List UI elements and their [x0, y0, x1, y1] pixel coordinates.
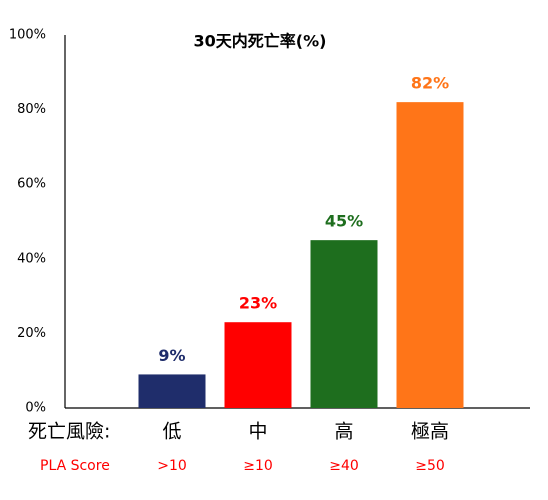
value-label: 9% — [158, 346, 185, 365]
score-tick-label: ≥10 — [243, 458, 273, 474]
x-tick-label: 極高 — [411, 421, 449, 443]
y-tick-label: 80% — [17, 102, 46, 117]
score-tick-label: ≥50 — [415, 458, 445, 474]
value-label: 23% — [239, 294, 277, 313]
value-label: 45% — [325, 212, 363, 231]
score-label: PLA Score — [40, 458, 110, 474]
y-tick-label: 100% — [9, 28, 46, 43]
bar — [310, 240, 378, 408]
y-tick-label: 60% — [17, 177, 46, 192]
x-tick-label: 低 — [162, 421, 181, 443]
bar — [224, 322, 292, 408]
chart-title: 30天内死亡率(%) — [194, 32, 327, 51]
y-tick-label: 40% — [17, 251, 46, 266]
y-tick-label: 20% — [17, 326, 46, 341]
score-tick-label: ≥40 — [329, 458, 359, 474]
bar — [138, 374, 206, 408]
x-tick-label: 高 — [334, 421, 353, 443]
bar — [396, 102, 464, 408]
x-axis-label: 死亡風險: — [28, 421, 110, 443]
score-tick-label: >10 — [157, 458, 187, 474]
x-tick-label: 中 — [248, 421, 267, 443]
y-tick-label: 0% — [25, 401, 46, 416]
value-label: 82% — [411, 74, 449, 93]
